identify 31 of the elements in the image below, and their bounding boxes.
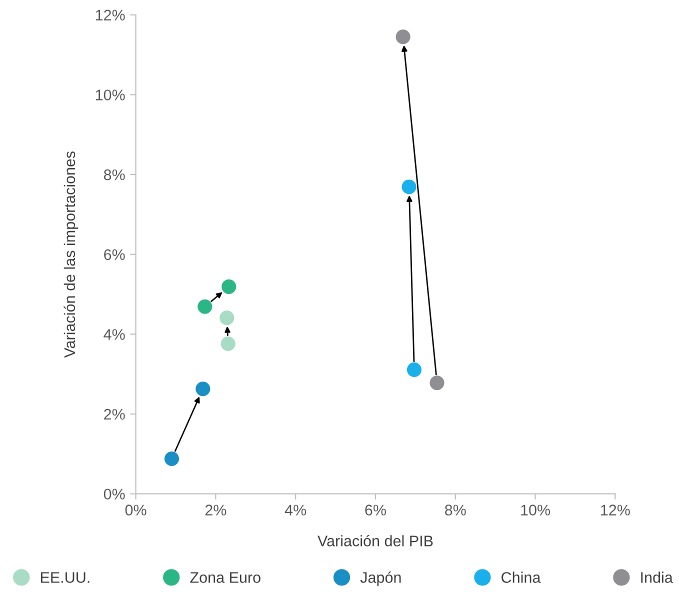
point <box>402 180 416 194</box>
x-tick-label: 6% <box>365 504 386 516</box>
legend-label: China <box>502 572 541 583</box>
legend-label: Japón <box>360 571 401 586</box>
y-tick-label: 4% <box>104 329 125 340</box>
y-tick-label: 6% <box>104 249 125 260</box>
legend-label: Zona Euro <box>190 572 260 583</box>
legend-label: EE.UU. <box>40 572 90 583</box>
point <box>222 279 236 294</box>
point <box>220 336 236 352</box>
x-tick-label: 12% <box>601 504 630 516</box>
y-tick-label: 2% <box>104 408 125 420</box>
point <box>430 376 444 390</box>
point <box>396 30 410 44</box>
x-tick-label: 0% <box>125 504 146 516</box>
point <box>196 382 210 396</box>
x-tick-label: 10% <box>521 504 550 516</box>
point <box>406 362 422 377</box>
point <box>164 451 180 466</box>
x-tick-label: 4% <box>284 504 306 516</box>
x-tick-label: 2% <box>205 504 226 516</box>
x-tick-label: 8% <box>445 504 466 516</box>
y-tick-label: 8% <box>104 169 125 180</box>
y-tick-label: 10% <box>96 90 125 100</box>
legend-label: India <box>641 572 673 583</box>
point <box>198 299 212 314</box>
y-tick-label: 12% <box>96 10 125 20</box>
y-axis-title: Variación de las importaciones <box>64 151 78 358</box>
x-axis-title: Variación del PIB <box>318 534 433 546</box>
point <box>220 310 234 326</box>
y-tick-label: 0% <box>104 488 125 500</box>
